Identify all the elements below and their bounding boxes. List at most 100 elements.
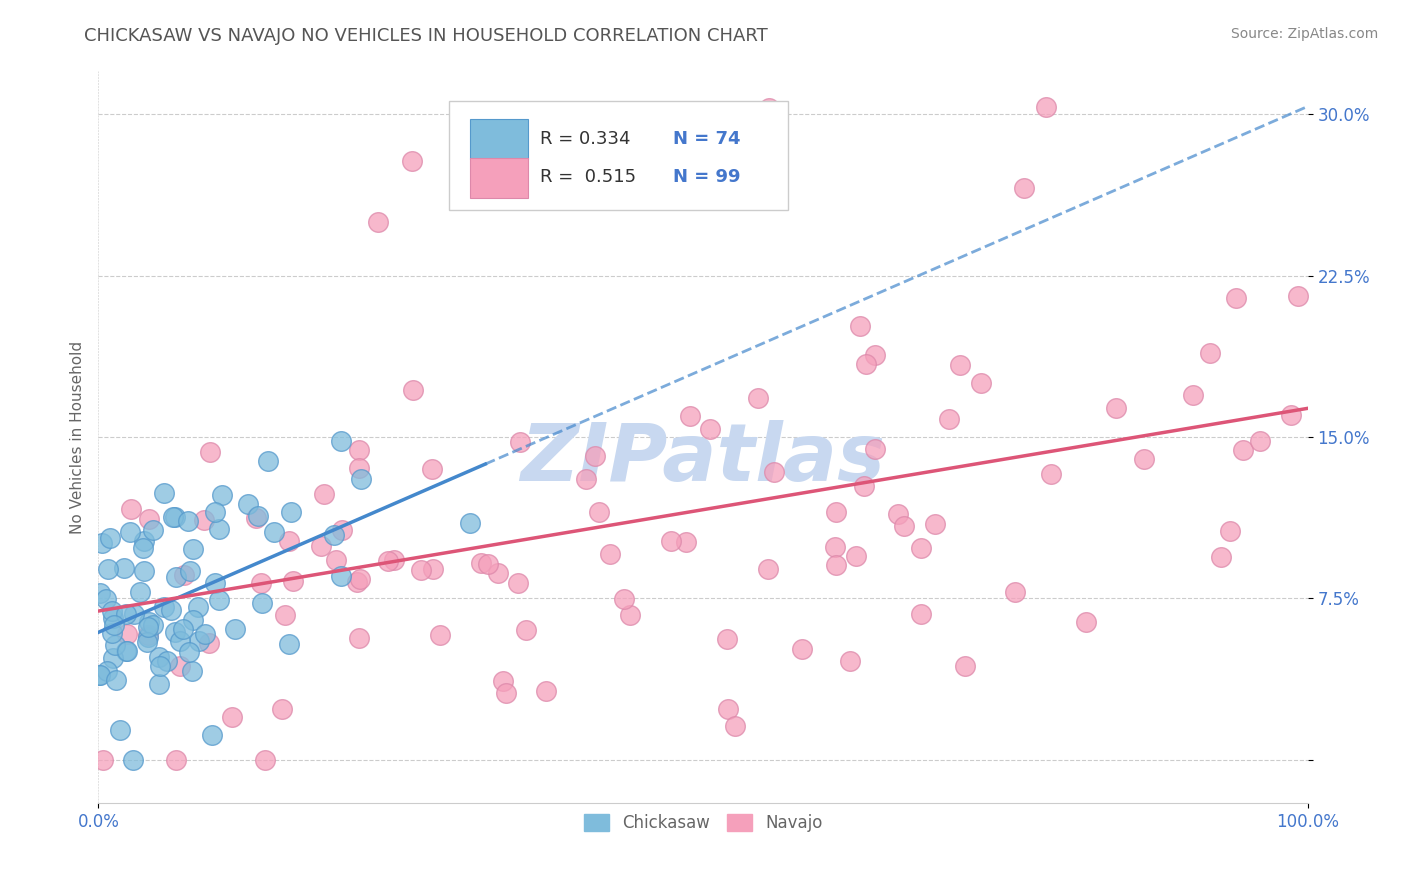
Point [153, 486, 176, 500]
Point [910, 541, 932, 556]
Point [91, 753, 114, 767]
Point [245, 511, 267, 525]
Point [98, 532, 121, 546]
Text: ZIPatlas: ZIPatlas [520, 420, 886, 498]
Point [224, 622, 246, 636]
Point [1286, 289, 1309, 303]
Point [758, 101, 780, 115]
Point [420, 462, 443, 476]
Point [583, 449, 606, 463]
Point [1232, 442, 1254, 457]
Point [747, 391, 769, 405]
Point [1249, 434, 1271, 448]
Point [953, 659, 976, 673]
Point [1225, 292, 1247, 306]
Point [852, 479, 875, 493]
Point [162, 509, 184, 524]
Point [179, 645, 201, 659]
Point [194, 626, 217, 640]
Point [211, 488, 233, 502]
Point [330, 523, 353, 537]
Point [536, 684, 558, 698]
Point [716, 702, 738, 716]
FancyBboxPatch shape [470, 119, 527, 159]
Point [509, 435, 531, 450]
Point [142, 618, 165, 632]
Point [94, 591, 117, 606]
Point [165, 570, 187, 584]
Point [250, 596, 273, 610]
Point [1279, 409, 1302, 423]
Text: R = 0.334: R = 0.334 [540, 129, 630, 148]
Point [201, 729, 224, 743]
Point [724, 719, 747, 733]
Point [198, 444, 221, 458]
Point [970, 376, 993, 391]
Point [153, 600, 176, 615]
Point [825, 558, 848, 572]
Point [758, 562, 780, 576]
Point [495, 685, 517, 699]
Point [187, 634, 209, 648]
Point [429, 628, 451, 642]
Point [180, 664, 202, 678]
Point [1219, 524, 1241, 538]
Point [112, 561, 135, 575]
Point [314, 486, 336, 500]
Legend: Chickasaw, Navajo: Chickasaw, Navajo [576, 807, 830, 838]
Point [97, 562, 120, 576]
Point [208, 523, 231, 537]
Point [699, 422, 721, 436]
Point [179, 565, 201, 579]
Point [515, 624, 537, 638]
Point [588, 504, 610, 518]
Point [855, 357, 877, 371]
Point [278, 637, 301, 651]
Point [458, 516, 481, 530]
Point [949, 358, 972, 372]
Text: N = 99: N = 99 [672, 169, 741, 186]
Point [893, 519, 915, 533]
Point [280, 505, 302, 519]
Point [350, 472, 373, 486]
Point [924, 516, 946, 531]
Point [138, 512, 160, 526]
Point [108, 723, 131, 738]
Point [839, 654, 862, 668]
Point [309, 540, 332, 554]
Point [172, 622, 194, 636]
Point [277, 533, 299, 548]
Point [246, 508, 269, 523]
Point [136, 620, 159, 634]
Point [1004, 584, 1026, 599]
Point [101, 626, 124, 640]
Point [599, 547, 621, 561]
Point [221, 710, 243, 724]
Text: N = 74: N = 74 [672, 129, 741, 148]
Point [156, 654, 179, 668]
Point [193, 512, 215, 526]
Point [401, 153, 423, 168]
Point [208, 592, 231, 607]
Text: R =  0.515: R = 0.515 [540, 169, 636, 186]
Point [323, 528, 346, 542]
Point [1198, 346, 1220, 360]
Point [281, 574, 304, 588]
Point [148, 650, 170, 665]
Point [257, 454, 280, 468]
Point [1074, 615, 1097, 629]
Point [910, 607, 932, 621]
Point [679, 409, 702, 423]
Point [103, 618, 125, 632]
Point [149, 659, 172, 673]
Point [96, 664, 118, 678]
Point [121, 753, 143, 767]
Point [132, 541, 155, 555]
Point [349, 572, 371, 586]
Point [101, 650, 124, 665]
Point [863, 348, 886, 362]
Point [422, 562, 444, 576]
Point [675, 535, 697, 549]
Point [115, 644, 138, 658]
FancyBboxPatch shape [449, 101, 787, 211]
